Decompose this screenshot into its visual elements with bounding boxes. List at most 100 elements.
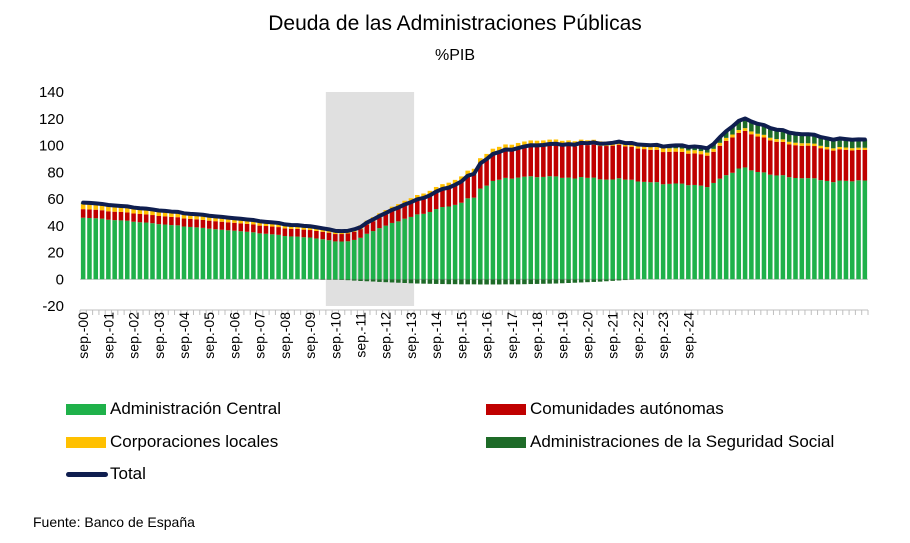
bar-ccaa <box>490 154 496 181</box>
bar-ccaa <box>288 228 294 237</box>
x-tick-label: sep.-14 <box>428 312 444 359</box>
bar-ss <box>862 139 868 148</box>
bar-ccaa <box>383 214 389 226</box>
bar-local <box>452 179 458 186</box>
bar-ccaa <box>143 214 149 223</box>
bar-ss <box>604 279 609 282</box>
bar-ccaa <box>856 149 861 181</box>
shaded-period <box>325 92 415 306</box>
bar-central <box>257 233 262 280</box>
bar-central <box>484 185 489 280</box>
bar-ccaa <box>515 148 521 178</box>
bar-ss <box>572 279 578 283</box>
bar-central <box>452 204 458 280</box>
bar-ccaa <box>225 222 231 231</box>
bar-central <box>623 179 628 280</box>
x-tick-label: sep.-13 <box>403 312 419 359</box>
bar-ss <box>799 134 805 144</box>
bar-ccaa <box>484 159 489 186</box>
bar-central <box>780 175 786 280</box>
bar-ccaa <box>837 149 842 181</box>
bar-local <box>818 145 823 149</box>
bar-local <box>175 212 180 218</box>
bar-central <box>433 209 439 280</box>
bar-ccaa <box>351 231 357 240</box>
bar-ss <box>597 279 603 282</box>
bar-local <box>843 147 849 150</box>
bar-central <box>471 197 477 280</box>
bar-ccaa <box>641 149 647 182</box>
bar-ccaa <box>370 221 376 232</box>
bar-ccaa <box>503 150 508 178</box>
bar-ccaa <box>654 149 660 183</box>
bar-central <box>143 222 149 280</box>
legend-swatch-ccaa <box>486 403 526 415</box>
bar-local <box>433 186 439 192</box>
bar-ccaa <box>812 146 817 179</box>
bar-local <box>288 225 294 229</box>
x-tick-label: sep.-10 <box>327 312 343 359</box>
x-tick-label: sep.-05 <box>201 312 217 359</box>
bar-ccaa <box>150 215 155 224</box>
bar-local <box>118 207 124 212</box>
bar-ccaa <box>780 141 786 176</box>
x-tick-label: sep.-08 <box>277 312 293 359</box>
bar-local <box>181 214 187 219</box>
bar-central <box>270 234 275 280</box>
bar-ccaa <box>295 228 300 237</box>
bar-central <box>213 229 218 280</box>
bar-central <box>559 177 565 280</box>
bar-central <box>503 177 508 280</box>
bar-local <box>446 182 452 188</box>
bar-ss <box>452 279 458 285</box>
bar-ccaa <box>276 227 281 235</box>
bar-central <box>320 239 325 280</box>
bar-central <box>169 225 174 280</box>
bar-ccaa <box>648 149 653 183</box>
bar-ss <box>446 279 452 285</box>
bar-central <box>440 207 445 280</box>
bar-central <box>206 228 212 280</box>
bar-ss <box>421 279 426 284</box>
bar-local <box>232 218 237 223</box>
legend-label-ccaa: Comunidades autónomas <box>530 399 724 418</box>
bar-ccaa <box>591 144 597 178</box>
bar-ss <box>843 139 849 148</box>
bar-ccaa <box>786 144 792 178</box>
bar-local <box>194 215 199 220</box>
bar-central <box>150 223 155 280</box>
bar-central <box>572 178 578 280</box>
bar-ccaa <box>175 217 180 226</box>
bar-local <box>849 148 855 151</box>
bar-ccaa <box>717 145 723 179</box>
bar-ccaa <box>452 185 458 205</box>
bar-local <box>244 219 250 224</box>
x-tick-label: sep.-07 <box>252 312 268 359</box>
bar-central <box>402 218 407 280</box>
bar-ccaa <box>125 212 130 221</box>
bar-ss <box>704 148 710 153</box>
bar-local <box>837 146 842 150</box>
bar-ccaa <box>623 146 628 180</box>
bar-ss <box>326 279 332 280</box>
bar-ccaa <box>131 213 136 222</box>
bar-central <box>99 218 105 280</box>
bar-central <box>641 181 647 280</box>
x-axis: sep.-00 sep.-01 sep.-02 sep.-03 sep.-04 sep.-… <box>75 309 869 359</box>
bar-central <box>831 182 836 280</box>
bar-local <box>723 137 729 141</box>
shaded-period-layer <box>325 92 415 306</box>
x-tick-label: sep.-16 <box>479 312 495 359</box>
bar-ss <box>736 120 742 130</box>
bar-local <box>660 148 666 153</box>
bar-ss <box>616 279 622 281</box>
bar-ccaa <box>578 144 584 178</box>
bar-central <box>295 236 300 280</box>
bar-central <box>679 183 685 280</box>
bar-local <box>730 134 735 138</box>
bar-local <box>793 142 798 146</box>
y-tick-label: 0 <box>56 271 64 288</box>
bar-local <box>774 139 779 142</box>
bar-ccaa <box>736 132 742 169</box>
bar-ss <box>856 139 861 148</box>
